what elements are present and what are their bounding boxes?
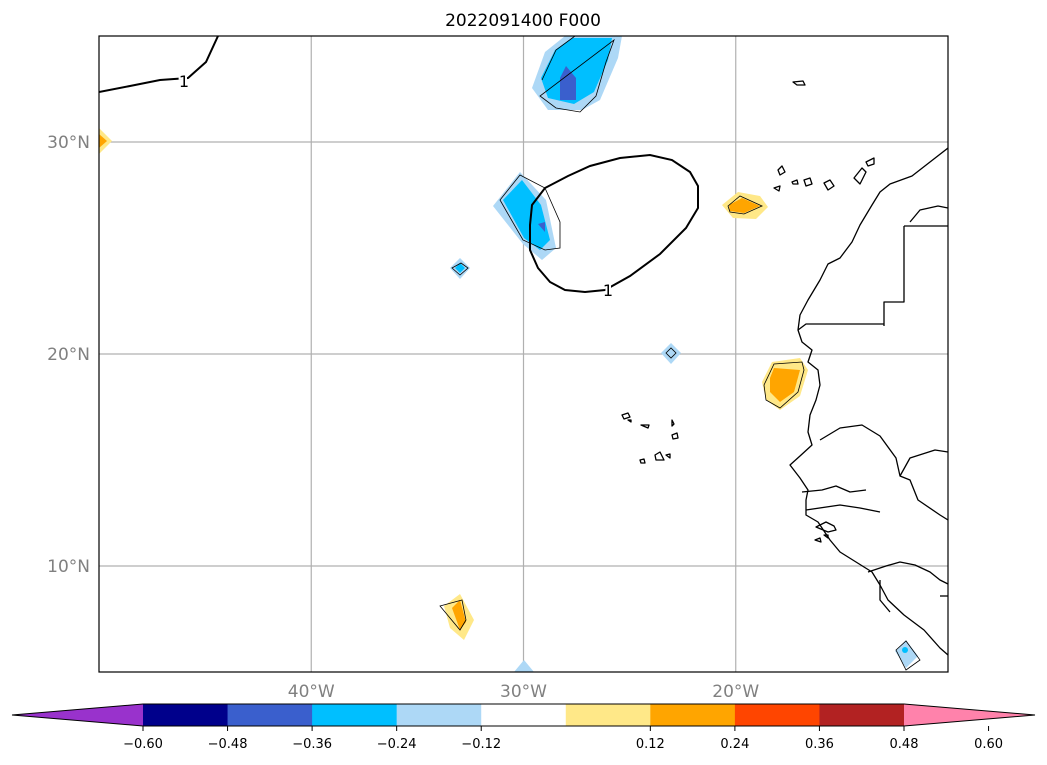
contour-lines xyxy=(99,36,699,294)
colorbar-tick-label: −0.12 xyxy=(461,737,501,752)
colorbar-tick-label: −0.24 xyxy=(377,737,417,752)
colorbar-extend-high xyxy=(904,704,1035,726)
map-title: 2022091400 F000 xyxy=(445,11,601,31)
lon-tick-label: 40°W xyxy=(288,682,335,702)
map-area xyxy=(99,36,948,672)
contour-label-2: 1 xyxy=(603,281,613,300)
colorbar: −0.60 −0.48 −0.36 −0.24 −0.12 0.12 0.24 0.36 0.4… xyxy=(11,703,1036,752)
colorbar-segment xyxy=(650,704,736,726)
anomaly-blob-small-2 xyxy=(661,343,681,364)
colorbar-segment xyxy=(481,704,567,726)
anomaly-blob-mauritania xyxy=(762,358,808,410)
anomaly-blob-canary xyxy=(722,192,768,219)
colorbar-segment xyxy=(396,704,482,726)
longitude-labels: 40°W 30°W 20°W xyxy=(288,682,760,702)
colorbar-segment xyxy=(227,704,313,726)
lat-tick-label: 20°N xyxy=(47,345,90,365)
anomaly-blob-north xyxy=(532,36,622,113)
anomaly-blob-east-blue xyxy=(895,640,921,671)
coastlines xyxy=(789,147,948,656)
lon-tick-label: 30°W xyxy=(500,682,547,702)
anomaly-blob-small-1 xyxy=(450,258,470,279)
colorbar-segment xyxy=(312,704,398,726)
colorbar-segment xyxy=(565,704,651,726)
colorbar-tick-label: 0.36 xyxy=(805,737,834,752)
colorbar-segment xyxy=(819,704,905,726)
colorbar-extend-low xyxy=(12,704,143,726)
gridlines xyxy=(99,36,948,672)
colorbar-tick-label: −0.60 xyxy=(123,737,163,752)
colorbar-tick-label: −0.48 xyxy=(208,737,248,752)
anomaly-blob-west-edge xyxy=(99,128,112,154)
islands xyxy=(621,80,875,543)
contour-label-1: 1 xyxy=(179,72,189,91)
colorbar-tick-label: 0.24 xyxy=(720,737,749,752)
colorbar-segment xyxy=(143,704,229,726)
latitude-labels: 30°N 20°N 10°N xyxy=(47,133,90,577)
colorbar-tick-label: −0.36 xyxy=(292,737,332,752)
colorbar-tick-label: 0.12 xyxy=(636,737,665,752)
map-frame xyxy=(98,35,949,673)
colorbar-tick-label: 0.60 xyxy=(974,737,1003,752)
lon-tick-label: 20°W xyxy=(712,682,759,702)
anomaly-blob-south xyxy=(439,594,474,640)
lat-tick-label: 30°N xyxy=(47,133,90,153)
lat-tick-label: 10°N xyxy=(47,557,90,577)
colorbar-tick-label: 0.48 xyxy=(890,737,919,752)
colorbar-segment xyxy=(734,704,820,726)
anomaly-blob-bottom-blue xyxy=(514,660,534,672)
